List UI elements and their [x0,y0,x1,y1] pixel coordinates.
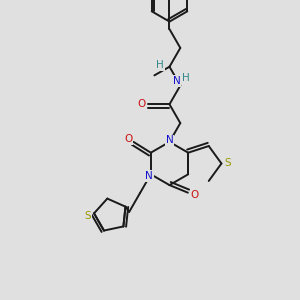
Text: N: N [173,76,181,86]
Text: H: H [182,73,190,83]
Text: N: N [146,171,153,181]
Text: S: S [84,211,91,221]
Text: S: S [225,158,231,169]
Text: O: O [124,134,132,145]
Text: O: O [138,99,146,109]
Text: H: H [156,60,164,70]
Text: N: N [166,135,173,146]
Text: O: O [190,190,199,200]
